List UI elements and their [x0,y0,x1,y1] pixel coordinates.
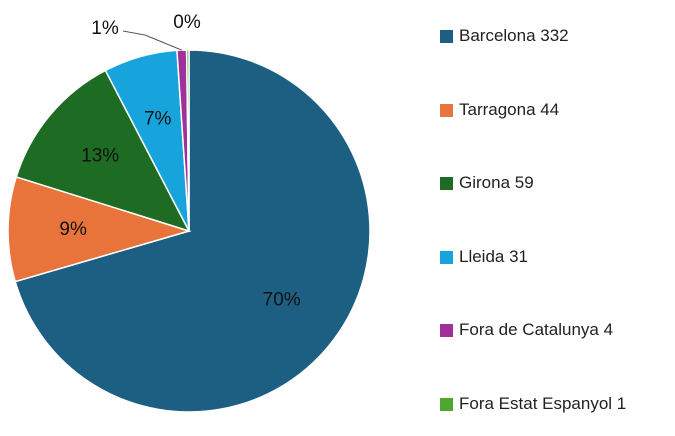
legend-label: Fora Estat Espanyol 1 [459,393,627,413]
legend-label: Lleida 31 [459,246,529,266]
legend-swatch [440,397,453,411]
legend-swatch [440,324,453,337]
legend-item: Lleida 31 [440,246,637,269]
data-label: 0% [173,12,201,33]
legend-swatch [440,177,453,190]
data-label: 9% [59,219,87,240]
legend-label: Girona 59 [459,173,534,192]
pie-slice [7,175,192,283]
legend-item: Barcelona 332 [440,26,637,48]
pie-area: 70% 9% 13% 7% 1% 0% [7,12,371,413]
data-label: 70% [263,290,301,311]
data-label: 13% [81,146,119,167]
legend-label: Fora de Catalunya 4 [459,320,614,339]
legend-swatch [440,250,453,264]
pie-slice [15,69,191,233]
legend-item: Fora de Catalunya 4 [440,320,637,342]
pie-slice [14,49,371,413]
legend-swatch [440,103,453,117]
pie-slice [185,49,190,232]
legend: Barcelona 332 Tarragona 44 Girona 59 Lleida… [440,0,675,436]
leader-line [122,30,182,51]
legend-item: Fora Estat Espanyol 1 [440,393,637,416]
legend-label: Tarragona 44 [459,99,560,119]
legend-item: Tarragona 44 [440,99,637,122]
data-label: 1% [91,18,119,39]
data-label: 7% [144,108,172,129]
legend-label: Barcelona 332 [459,26,569,45]
legend-swatch [440,30,453,43]
legend-item: Girona 59 [440,173,637,195]
